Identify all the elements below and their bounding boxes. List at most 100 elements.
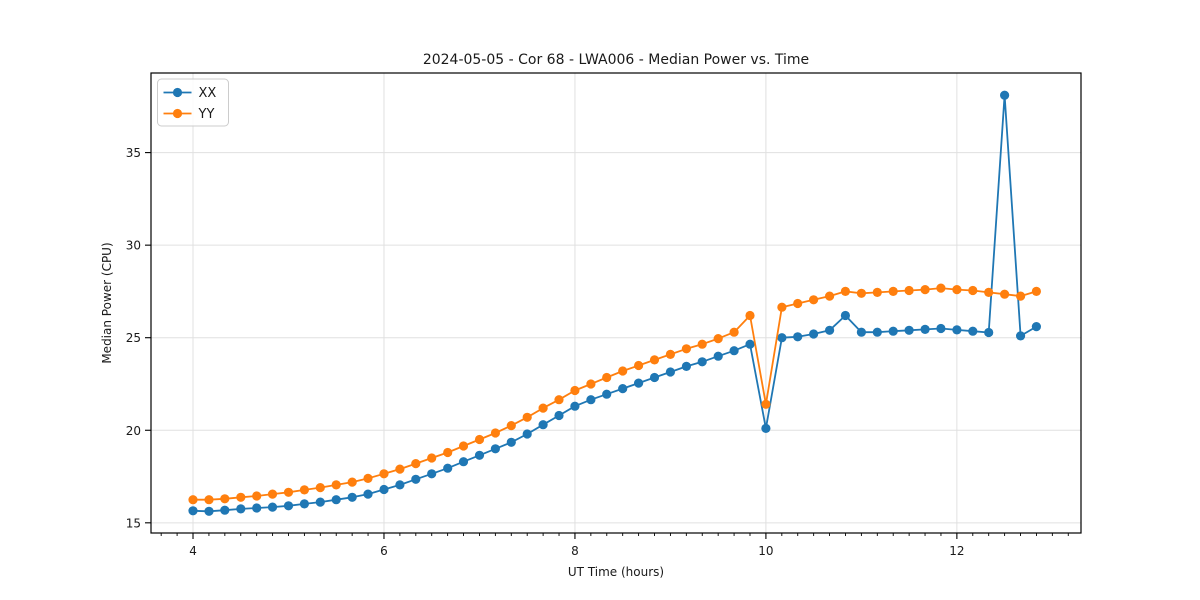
- data-point: [745, 310, 755, 321]
- data-point: [395, 464, 405, 474]
- data-point: [936, 323, 946, 334]
- data-point: [586, 379, 596, 389]
- data-point: [840, 310, 851, 321]
- data-point: [538, 403, 548, 413]
- data-point: [856, 327, 867, 337]
- data-point: [1000, 90, 1010, 100]
- data-point: [252, 503, 262, 513]
- data-point: [395, 480, 405, 490]
- data-point: [634, 378, 644, 388]
- x-tick-label: 10: [758, 544, 773, 558]
- data-point: [681, 344, 692, 354]
- x-tick-label: 4: [189, 544, 197, 558]
- data-point: [825, 291, 835, 301]
- legend-item-yy: YY: [163, 107, 215, 122]
- data-point: [363, 489, 373, 499]
- y-tick-label: 30: [126, 239, 141, 253]
- data-point: [458, 441, 469, 451]
- chart-title: 2024-05-05 - Cor 68 - LWA006 - Median Po…: [423, 52, 809, 68]
- series-xx: [188, 90, 1041, 516]
- data-point: [745, 339, 755, 349]
- data-point: [443, 447, 453, 458]
- data-point: [506, 421, 516, 431]
- data-point: [984, 287, 994, 297]
- data-point: [856, 288, 867, 298]
- data-point: [602, 389, 612, 399]
- data-point: [331, 495, 341, 505]
- series-line: [193, 287, 1037, 501]
- data-point: [761, 423, 771, 433]
- data-point: [777, 333, 787, 343]
- data-point: [904, 325, 914, 335]
- legend-label: YY: [198, 107, 215, 122]
- tick-labels: 4 6 8 10 12 15 20 25 30 35: [126, 146, 965, 558]
- y-tick-label: 35: [126, 146, 141, 160]
- data-point: [458, 457, 469, 467]
- data-point: [252, 491, 262, 501]
- x-tick-label: 12: [949, 544, 964, 558]
- x-tick-label: 6: [380, 544, 388, 558]
- data-point: [665, 367, 676, 377]
- data-point: [538, 420, 548, 430]
- data-point: [220, 505, 230, 515]
- data-point: [347, 492, 357, 502]
- data-point: [283, 487, 294, 497]
- data-point: [443, 463, 453, 473]
- data-point: [299, 499, 309, 509]
- data-point: [729, 346, 739, 356]
- data-point: [809, 295, 819, 305]
- legend-item-xx: XX: [163, 86, 217, 101]
- data-point: [809, 329, 819, 339]
- data-point: [888, 326, 898, 336]
- data-point: [793, 298, 803, 309]
- data-point: [1016, 291, 1026, 301]
- legend-label: XX: [199, 86, 217, 101]
- data-point: [315, 497, 325, 507]
- data-point: [554, 410, 564, 421]
- data-point: [761, 399, 771, 409]
- legend-marker: [172, 87, 183, 98]
- data-point: [952, 285, 962, 295]
- data-point: [872, 327, 882, 337]
- data-point: [554, 395, 564, 405]
- data-point: [936, 283, 946, 293]
- data-point: [474, 434, 485, 445]
- y-axis-label: Median Power (CPU): [100, 242, 114, 363]
- data-point: [379, 469, 389, 479]
- data-point: [204, 495, 214, 505]
- data-point: [777, 302, 787, 312]
- data-point: [681, 361, 692, 371]
- data-point: [840, 286, 851, 296]
- data-point: [1031, 322, 1041, 332]
- data-point: [825, 325, 835, 335]
- data-point: [968, 285, 978, 296]
- data-point: [618, 366, 628, 376]
- data-point: [984, 327, 994, 338]
- data-point: [904, 285, 914, 296]
- data-point: [952, 325, 962, 335]
- axis-ticks: [145, 152, 1069, 539]
- data-point: [411, 459, 421, 469]
- data-point: [713, 334, 723, 344]
- data-point: [522, 429, 532, 439]
- legend-box: [157, 78, 229, 127]
- data-point: [188, 506, 198, 516]
- data-point: [236, 492, 246, 502]
- legend: XX YY: [157, 78, 229, 127]
- data-point: [411, 474, 421, 484]
- data-point: [490, 444, 500, 454]
- data-point: [1000, 289, 1010, 299]
- y-tick-label: 25: [126, 331, 141, 345]
- data-point: [920, 324, 930, 334]
- data-point: [522, 412, 532, 422]
- data-point: [920, 285, 930, 295]
- data-point: [204, 506, 214, 516]
- data-point: [267, 502, 278, 512]
- y-tick-label: 15: [126, 516, 141, 530]
- x-axis-label: UT Time (hours): [568, 565, 664, 579]
- x-tick-label: 8: [571, 544, 579, 558]
- data-point: [872, 287, 882, 297]
- data-point: [363, 473, 373, 483]
- legend-marker: [172, 108, 183, 119]
